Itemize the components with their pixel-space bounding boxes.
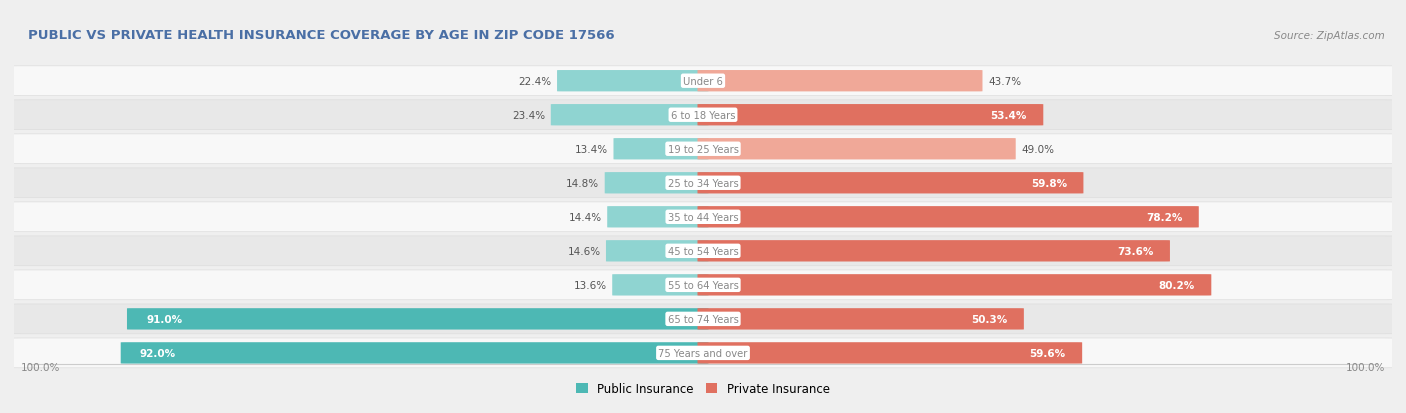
Text: 65 to 74 Years: 65 to 74 Years (668, 314, 738, 324)
FancyBboxPatch shape (613, 139, 709, 160)
Text: 100.0%: 100.0% (1346, 362, 1385, 372)
Text: 73.6%: 73.6% (1116, 246, 1153, 256)
FancyBboxPatch shape (551, 105, 709, 126)
FancyBboxPatch shape (697, 206, 1199, 228)
Text: 22.4%: 22.4% (519, 76, 551, 86)
FancyBboxPatch shape (612, 275, 709, 296)
FancyBboxPatch shape (697, 105, 1043, 126)
Text: 49.0%: 49.0% (1021, 145, 1054, 154)
Text: 13.4%: 13.4% (575, 145, 607, 154)
FancyBboxPatch shape (605, 173, 709, 194)
Text: 50.3%: 50.3% (972, 314, 1007, 324)
Text: 59.6%: 59.6% (1029, 348, 1066, 358)
FancyBboxPatch shape (697, 275, 1212, 296)
FancyBboxPatch shape (697, 71, 983, 92)
FancyBboxPatch shape (10, 304, 1396, 334)
Text: 92.0%: 92.0% (141, 348, 176, 358)
Text: 100.0%: 100.0% (21, 362, 60, 372)
Text: 14.6%: 14.6% (567, 246, 600, 256)
FancyBboxPatch shape (606, 240, 709, 262)
FancyBboxPatch shape (697, 342, 1083, 364)
FancyBboxPatch shape (697, 173, 1084, 194)
Text: 45 to 54 Years: 45 to 54 Years (668, 246, 738, 256)
FancyBboxPatch shape (697, 309, 1024, 330)
FancyBboxPatch shape (10, 202, 1396, 232)
Text: Under 6: Under 6 (683, 76, 723, 86)
FancyBboxPatch shape (10, 338, 1396, 368)
Text: 91.0%: 91.0% (146, 314, 183, 324)
FancyBboxPatch shape (10, 101, 1396, 131)
Text: 53.4%: 53.4% (990, 110, 1026, 121)
FancyBboxPatch shape (10, 169, 1396, 198)
FancyBboxPatch shape (697, 240, 1170, 262)
Text: 35 to 44 Years: 35 to 44 Years (668, 212, 738, 222)
FancyBboxPatch shape (697, 139, 1015, 160)
Text: 13.6%: 13.6% (574, 280, 607, 290)
Text: 25 to 34 Years: 25 to 34 Years (668, 178, 738, 188)
FancyBboxPatch shape (127, 309, 709, 330)
FancyBboxPatch shape (10, 270, 1396, 300)
FancyBboxPatch shape (557, 71, 709, 92)
Text: 78.2%: 78.2% (1146, 212, 1182, 222)
Text: Source: ZipAtlas.com: Source: ZipAtlas.com (1274, 31, 1385, 41)
FancyBboxPatch shape (10, 135, 1396, 164)
Text: 19 to 25 Years: 19 to 25 Years (668, 145, 738, 154)
FancyBboxPatch shape (10, 236, 1396, 266)
Text: 23.4%: 23.4% (512, 110, 546, 121)
Text: 75 Years and over: 75 Years and over (658, 348, 748, 358)
FancyBboxPatch shape (607, 206, 709, 228)
Text: PUBLIC VS PRIVATE HEALTH INSURANCE COVERAGE BY AGE IN ZIP CODE 17566: PUBLIC VS PRIVATE HEALTH INSURANCE COVER… (28, 29, 614, 42)
Text: 14.8%: 14.8% (567, 178, 599, 188)
Text: 43.7%: 43.7% (988, 76, 1021, 86)
Text: 55 to 64 Years: 55 to 64 Years (668, 280, 738, 290)
Text: 14.4%: 14.4% (568, 212, 602, 222)
Text: 6 to 18 Years: 6 to 18 Years (671, 110, 735, 121)
Text: 59.8%: 59.8% (1031, 178, 1067, 188)
Legend: Public Insurance, Private Insurance: Public Insurance, Private Insurance (576, 382, 830, 395)
FancyBboxPatch shape (10, 66, 1396, 96)
FancyBboxPatch shape (121, 342, 709, 364)
Text: 80.2%: 80.2% (1159, 280, 1195, 290)
